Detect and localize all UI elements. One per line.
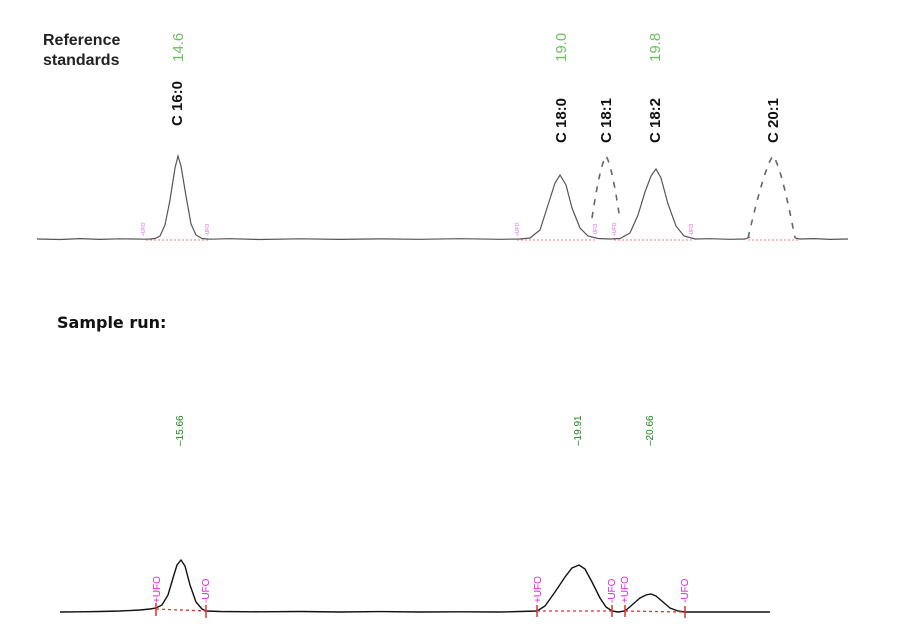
reference-baseline-trace-right <box>794 237 849 241</box>
svg-text:-UFO: -UFO <box>680 578 691 603</box>
svg-text:+UFO: +UFO <box>515 222 521 236</box>
ref-ufo-markers: +UFO -UFO +UFO -UFO +UFO -UFO <box>141 222 695 236</box>
svg-text:-UFO: -UFO <box>205 224 211 236</box>
svg-text:-UFO: -UFO <box>201 578 212 603</box>
sample-ufo-labels: +UFO -UFO +UFO -UFO +UFO -UFO <box>152 576 691 603</box>
svg-text:-UFO: -UFO <box>689 224 695 236</box>
svg-text:-UFO: -UFO <box>593 224 599 236</box>
svg-text:+UFO: +UFO <box>533 576 544 603</box>
svg-text:+UFO: +UFO <box>620 576 631 603</box>
reference-standards-title: Reference standards <box>43 31 120 71</box>
reference-baseline-trace <box>36 153 751 241</box>
reference-c20-1-dashed-peak <box>747 154 796 239</box>
svg-text:+UFO: +UFO <box>152 576 163 603</box>
svg-text:+UFO: +UFO <box>141 222 147 236</box>
sample-run-title: Sample run: <box>57 313 167 332</box>
svg-text:-UFO: -UFO <box>607 578 618 603</box>
sample-integration-line-3 <box>624 610 686 613</box>
reference-c18-1-dashed-peak <box>591 154 621 221</box>
svg-text:+UFO: +UFO <box>612 222 618 236</box>
title-line-2: standards <box>43 52 120 69</box>
sample-integration-line-1 <box>155 608 207 612</box>
sample-tick-marks <box>155 603 686 618</box>
title-line-1: Reference <box>43 32 121 49</box>
sample-trace <box>59 558 770 613</box>
